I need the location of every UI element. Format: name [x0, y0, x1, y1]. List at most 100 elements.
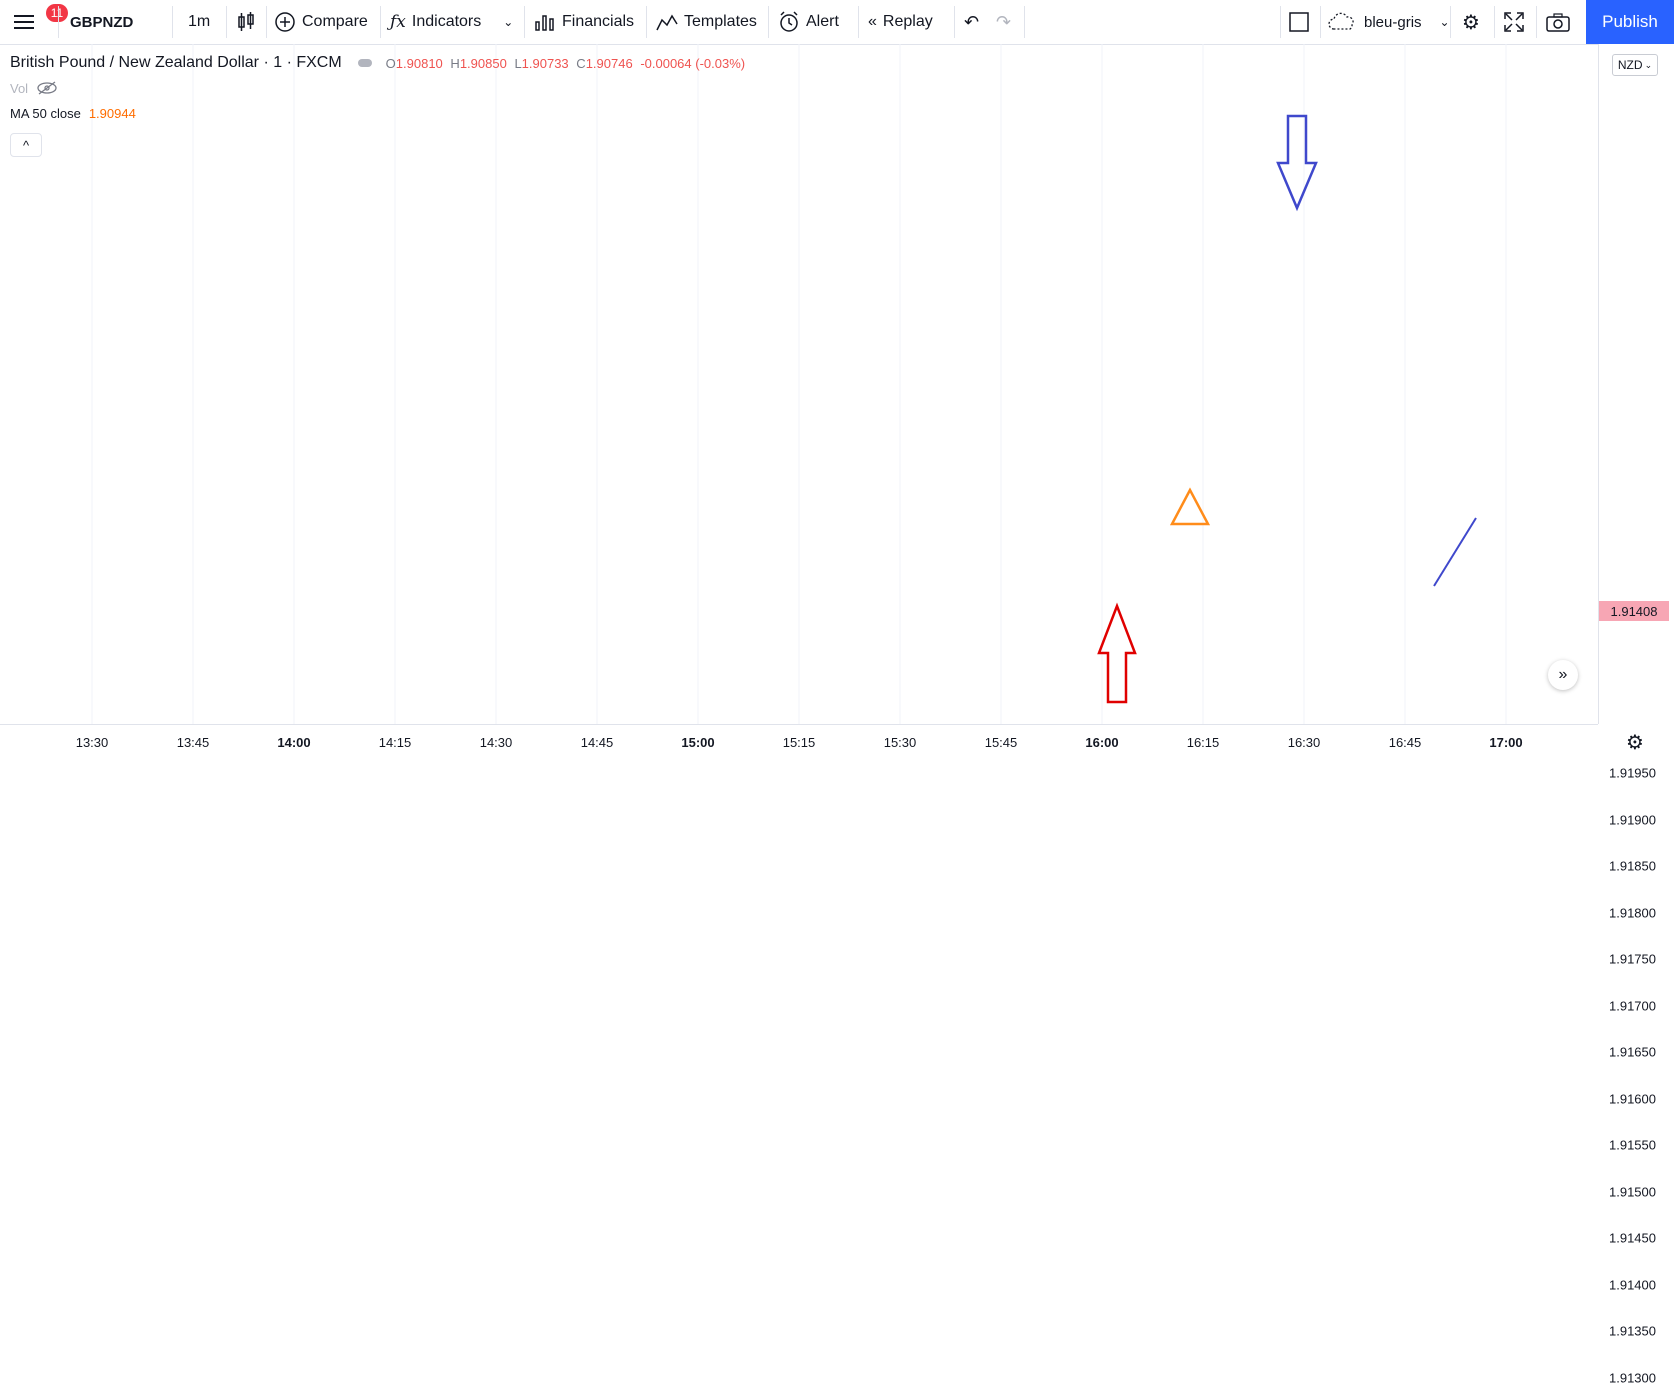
fx-icon: ƒx [390, 12, 406, 32]
price-tick-label: 1.91600 [1609, 1091, 1656, 1106]
legend-dot-icon [357, 59, 372, 67]
indicators-label: Indicators [411, 13, 482, 30]
fullscreen-button[interactable] [1504, 0, 1524, 44]
legend-row: British Pound / New Zealand Dollar · 1 ·… [10, 54, 745, 72]
financials-label: Financials [562, 13, 635, 30]
time-tick-label: 16:00 [1085, 735, 1119, 750]
redo-icon: ↷ [996, 11, 1012, 32]
currency-selector[interactable]: NZD ⌄ [1612, 54, 1658, 76]
gear-icon: ⚙ [1462, 11, 1480, 34]
alert-button[interactable]: Alert [778, 0, 839, 44]
compare-button[interactable]: Compare [274, 0, 368, 44]
current-price-label: 1.91408 [1599, 601, 1669, 621]
price-tick-label: 1.91750 [1609, 951, 1656, 967]
notification-badge: 11 [46, 4, 68, 22]
snapshot-button[interactable] [1546, 0, 1570, 44]
time-tick-label: 14:45 [580, 735, 614, 750]
chart-grid [91, 44, 1507, 724]
layout-name-label: bleu-gris [1364, 13, 1422, 31]
price-tick-label: 1.91850 [1609, 858, 1656, 874]
chart-type-button[interactable] [236, 0, 256, 44]
time-tick-label: 16:45 [1388, 735, 1422, 750]
axis-settings-button[interactable]: ⚙ [1626, 730, 1644, 755]
replay-label: Replay [882, 13, 933, 30]
eye-hidden-icon[interactable] [36, 80, 58, 96]
price-tick-label: 1.91550 [1609, 1137, 1656, 1153]
layout-menu-button[interactable]: bleu-gris ⌄ [1328, 0, 1450, 44]
indicators-button[interactable]: ƒx Indicators ⌄ [390, 0, 513, 44]
price-tick-label: 1.91300 [1609, 1370, 1656, 1385]
camera-icon [1546, 13, 1570, 32]
layout-toggle-button[interactable] [1288, 0, 1310, 44]
financials-button[interactable]: Financials [534, 0, 634, 44]
symbol-search-button[interactable]: GBPNZD [70, 0, 133, 44]
ma-label: MA 50 close [10, 106, 81, 121]
time-tick-label: 14:00 [277, 735, 311, 750]
blue-trend-line [1433, 517, 1477, 587]
interval-button[interactable]: 1m [188, 0, 210, 44]
price-tick-label: 1.91800 [1609, 905, 1656, 920]
collapse-legend-button[interactable]: ^ [10, 133, 42, 157]
vol-label: Vol [10, 80, 29, 96]
symbol-title: British Pound / New Zealand Dollar · 1 ·… [10, 54, 342, 71]
hamburger-icon [14, 15, 34, 29]
price-tick-label: 1.91650 [1609, 1044, 1656, 1060]
time-tick-label: 16:15 [1186, 735, 1220, 750]
time-tick-label: 15:15 [782, 735, 816, 750]
price-tick-label: 1.91900 [1609, 812, 1656, 827]
time-tick-label: 14:30 [479, 735, 513, 750]
rewind-icon: « [868, 13, 877, 30]
time-axis[interactable]: 13:30 13:45 14:00 14:15 14:30 14:45 15:00 15:15… [0, 724, 1598, 758]
menu-button[interactable]: 11 [14, 0, 68, 44]
settings-button[interactable]: ⚙ [1462, 0, 1480, 44]
top-toolbar: 11 GBPNZD 1m Compare ƒx Indicators ⌄ Fin… [0, 0, 1674, 45]
ohlc-values: O1.90810 H1.90850 L1.90733 C1.90746 -0.0… [385, 55, 746, 71]
square-icon [1289, 12, 1309, 32]
time-tick-label: 14:15 [378, 735, 412, 750]
change-value: -0.00064 (-0.03%) [640, 55, 746, 71]
undo-icon: ↶ [964, 11, 980, 32]
price-tick-label: 1.91400 [1609, 1277, 1656, 1292]
candles-icon [238, 12, 254, 31]
price-axis[interactable]: 1.91950 1.91900 1.91850 1.91800 1.91750 1.917… [1598, 44, 1674, 1385]
chevron-up-icon: ^ [22, 137, 30, 153]
compare-label: Compare [302, 13, 368, 30]
volume-legend[interactable]: Vol [10, 80, 58, 96]
plus-circle-icon [275, 12, 295, 32]
cloud-icon [1328, 12, 1354, 30]
gear-icon: ⚙ [1626, 732, 1644, 754]
chevron-down-icon: ⌄ [1644, 59, 1653, 70]
blue-down-arrow [1276, 114, 1318, 212]
currency-label: NZD [1617, 58, 1643, 72]
time-tick-label: 17:00 [1489, 735, 1523, 750]
price-tick-label: 1.91500 [1609, 1184, 1656, 1199]
ma-value: 1.90944 [88, 106, 136, 121]
price-tick-label: 1.91350 [1609, 1323, 1656, 1339]
price-chart[interactable] [0, 44, 1598, 724]
scroll-to-realtime-button[interactable]: » [1548, 660, 1578, 690]
redo-button[interactable]: ↷ [996, 0, 1011, 44]
ma-legend[interactable]: MA 50 close 1.90944 [10, 106, 136, 121]
orange-triangle [1169, 487, 1211, 526]
bar-chart-icon [535, 15, 554, 31]
double-chevron-right-icon: » [1558, 666, 1568, 683]
price-tick-label: 1.91950 [1609, 765, 1656, 781]
templates-button[interactable]: Templates [656, 0, 757, 44]
time-tick-label: 15:30 [883, 735, 917, 750]
alarm-clock-icon [780, 11, 798, 32]
time-tick-label: 13:45 [176, 735, 210, 750]
alert-label: Alert [806, 13, 839, 30]
replay-button[interactable]: « Replay [868, 0, 933, 44]
chevron-down-icon: ⌄ [503, 15, 514, 29]
publish-button[interactable]: Publish [1586, 0, 1674, 44]
interval-label: 1m [188, 13, 211, 30]
undo-button[interactable]: ↶ [964, 0, 979, 44]
templates-label: Templates [684, 13, 757, 30]
fullscreen-icon [1504, 12, 1524, 32]
price-tick-label: 1.91450 [1609, 1230, 1656, 1246]
price-tick-label: 1.91700 [1609, 998, 1656, 1013]
time-tick-label: 15:45 [984, 735, 1018, 750]
drawings-layer [1097, 114, 1477, 704]
symbol-label: GBPNZD [70, 13, 134, 31]
red-up-arrow [1097, 602, 1137, 704]
